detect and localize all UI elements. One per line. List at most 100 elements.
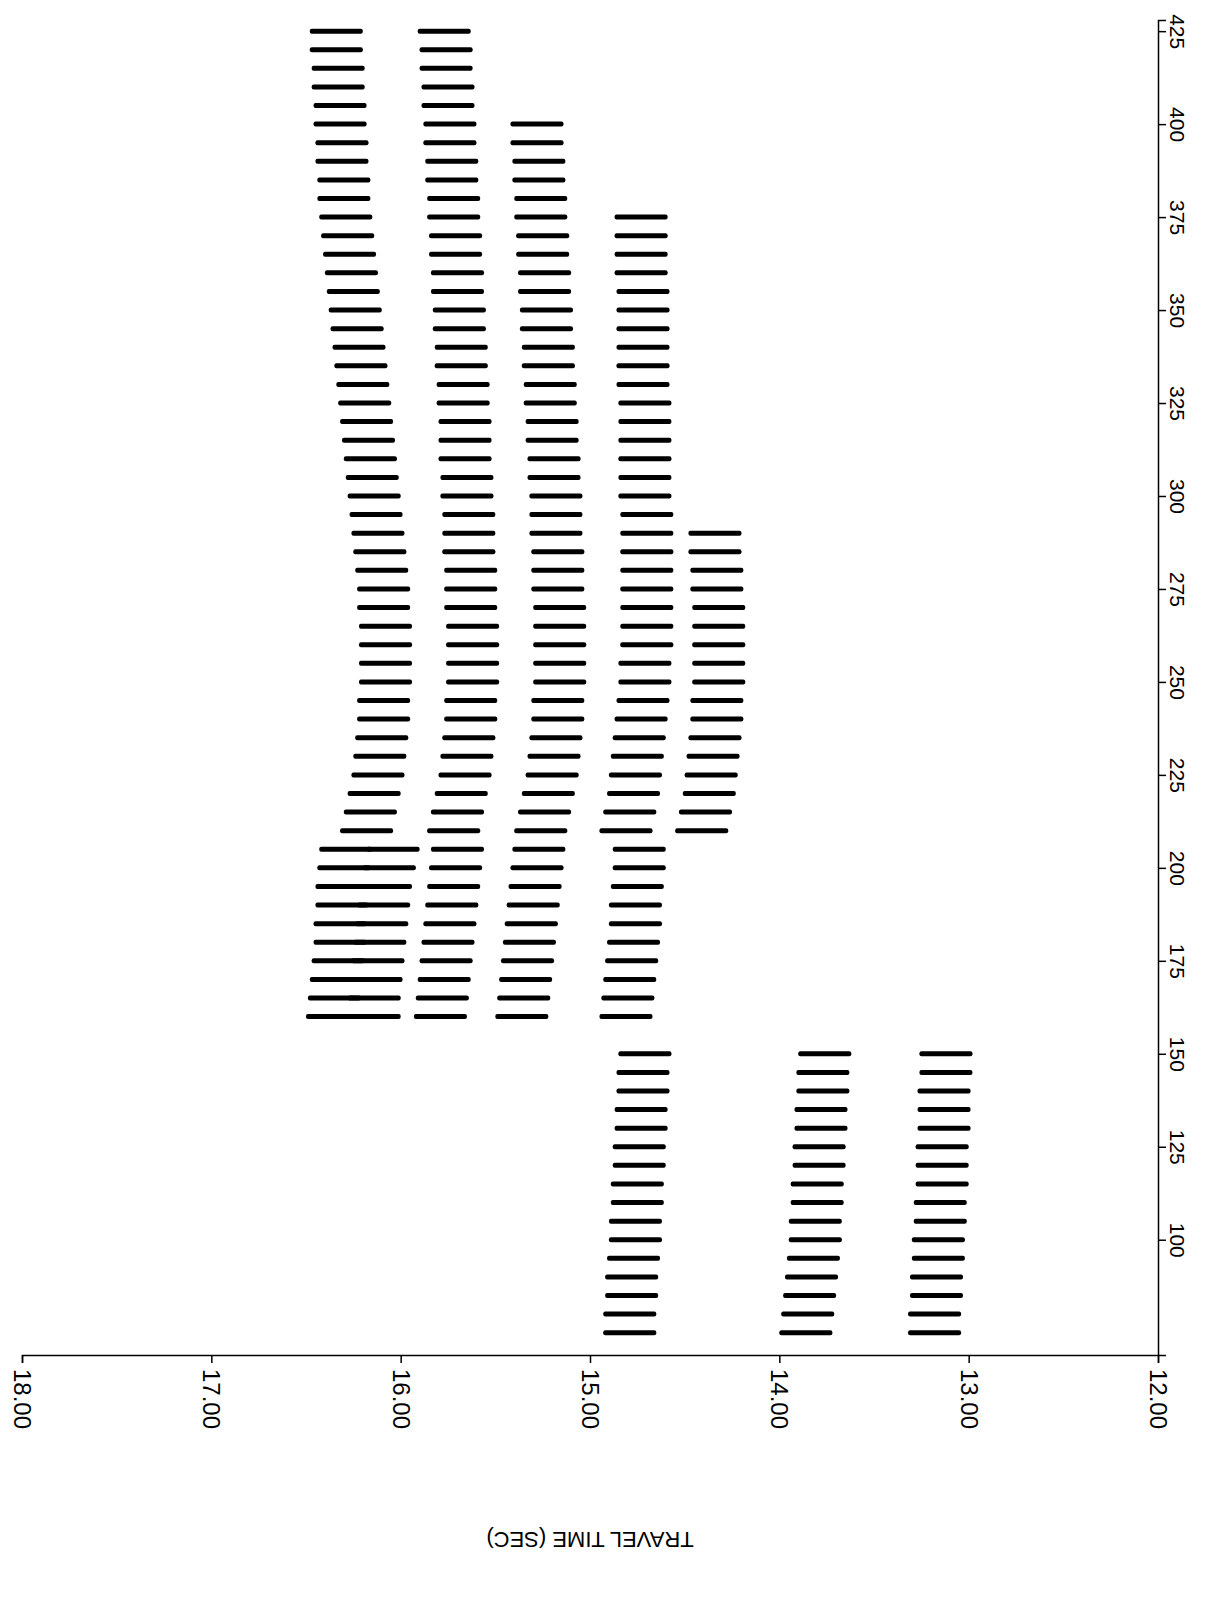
arrival [336, 382, 389, 387]
tick-label: 100 [1166, 1223, 1189, 1258]
arrival [442, 735, 495, 740]
tick-mark [400, 1355, 402, 1363]
traces [306, 29, 972, 1336]
arrival [531, 698, 584, 703]
arrival [444, 586, 497, 591]
arrival [914, 1200, 967, 1205]
arrival [514, 215, 567, 220]
arrival [524, 401, 577, 406]
tick: 175 [1158, 944, 1189, 979]
arrival [533, 605, 586, 610]
arrival [340, 419, 393, 424]
arrival [793, 1144, 846, 1149]
arrival [353, 754, 406, 759]
arrival [427, 884, 480, 889]
tick: 425 [1158, 14, 1189, 49]
arrival [439, 772, 492, 777]
arrival [348, 493, 401, 498]
axis-line [1159, 21, 1167, 1356]
tick-mark [1158, 217, 1166, 219]
arrival [692, 661, 745, 666]
arrival [618, 475, 671, 480]
arrival [333, 345, 386, 350]
arrival [359, 679, 412, 684]
arrival [351, 958, 404, 963]
arrival [321, 233, 374, 238]
axis-title: TRAVEL TIME (SEC) [486, 1527, 693, 1552]
tick: 375 [1158, 200, 1189, 235]
arrival [529, 493, 582, 498]
arrival [420, 66, 473, 71]
arrival [679, 810, 732, 815]
tick: 250 [1158, 665, 1189, 700]
tick: 16.00 [388, 1355, 415, 1429]
arrival [350, 977, 403, 982]
tick-label: 375 [1166, 200, 1189, 235]
arrival [355, 735, 408, 740]
arrival [439, 456, 492, 461]
arrival [796, 1070, 849, 1075]
tick-mark [1158, 1147, 1166, 1149]
arrival [363, 865, 416, 870]
tick-mark [1158, 31, 1166, 33]
tick-mark [1158, 310, 1166, 312]
tick-label: 14.00 [766, 1369, 793, 1429]
tick-mark [1158, 124, 1166, 126]
arrival [439, 419, 492, 424]
arrival [357, 903, 410, 908]
arrival [618, 401, 671, 406]
arrival [618, 1051, 671, 1056]
tick: 17.00 [198, 1355, 225, 1429]
arrival [611, 1200, 664, 1205]
arrival [690, 698, 743, 703]
arrival [687, 754, 740, 759]
arrival [620, 549, 673, 554]
arrival [683, 791, 736, 796]
tick: 18.00 [9, 1355, 36, 1429]
arrival [533, 679, 586, 684]
arrival [617, 1088, 670, 1093]
arrival [912, 1256, 965, 1261]
tick-mark [1158, 589, 1166, 591]
arrival [919, 1070, 972, 1075]
arrival [908, 1330, 961, 1335]
tick: 300 [1158, 479, 1189, 514]
axis-line [23, 1356, 1159, 1364]
tick-label: 18.00 [9, 1369, 36, 1429]
tick-mark [22, 1355, 24, 1363]
arrival [529, 512, 582, 517]
arrival [317, 865, 370, 870]
arrival [315, 159, 368, 164]
tick-label: 150 [1166, 1037, 1189, 1072]
arrival [348, 996, 401, 1001]
tick-mark [1158, 682, 1166, 684]
arrival [692, 605, 745, 610]
arrival [618, 661, 671, 666]
arrival [613, 735, 666, 740]
arrival [507, 903, 560, 908]
arrival [512, 177, 565, 182]
tick: 275 [1158, 572, 1189, 607]
arrival [427, 196, 480, 201]
arrival [512, 847, 565, 852]
arrival [613, 1144, 666, 1149]
arrival [359, 884, 412, 889]
arrival [312, 66, 365, 71]
arrival [620, 568, 673, 573]
arrival [613, 865, 666, 870]
tick: 150 [1158, 1037, 1189, 1072]
arrival [783, 1293, 836, 1298]
arrival [617, 1070, 670, 1075]
tick: 350 [1158, 293, 1189, 328]
arrival [787, 1256, 840, 1261]
arrival [531, 717, 584, 722]
arrival [315, 140, 368, 145]
arrival [353, 940, 406, 945]
arrival [516, 233, 569, 238]
arrival [427, 828, 480, 833]
arrival [446, 642, 499, 647]
arrival [611, 1181, 664, 1186]
tick-label: 300 [1166, 479, 1189, 514]
arrival [526, 419, 579, 424]
chart: 18.0017.0016.0015.0014.0013.0012.0010012… [0, 0, 1221, 1599]
